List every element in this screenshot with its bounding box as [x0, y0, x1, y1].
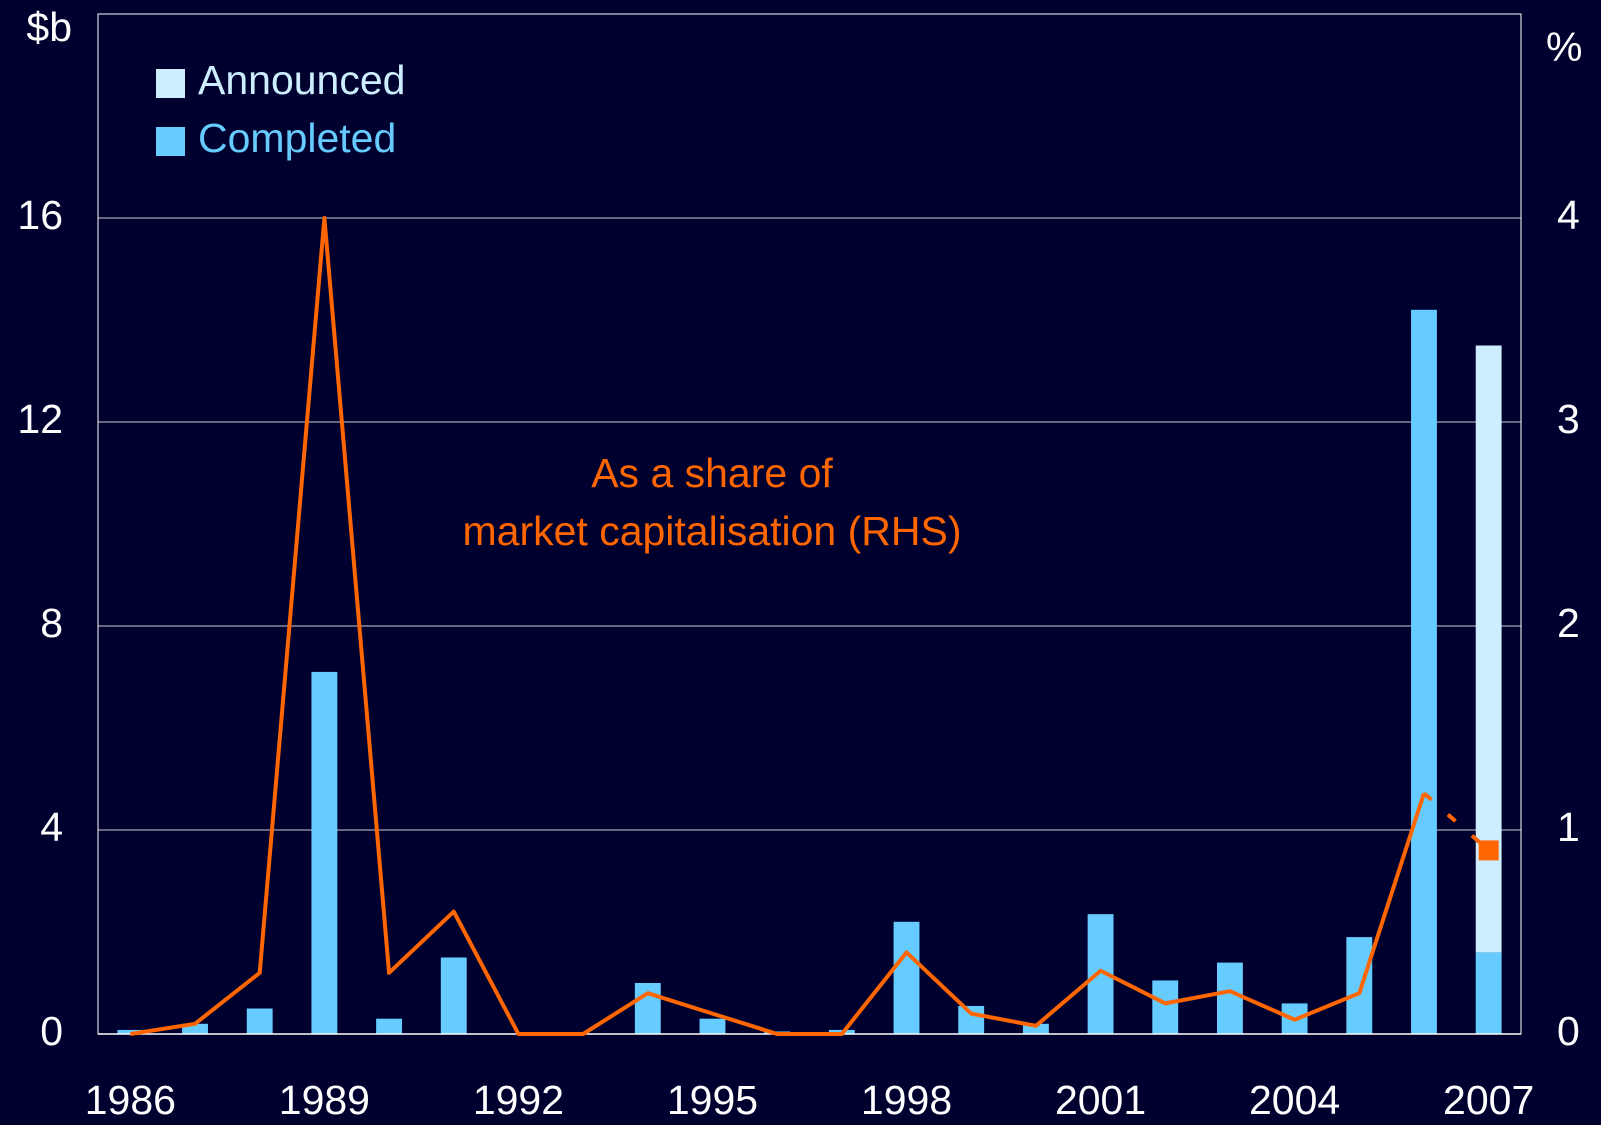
- legend-label: Completed: [198, 115, 396, 161]
- bar: [699, 1018, 726, 1034]
- legend-label: Announced: [198, 57, 405, 103]
- x-tick-label: 2001: [1055, 1077, 1146, 1123]
- x-tick-label: 2004: [1249, 1077, 1340, 1123]
- bar: [440, 957, 467, 1034]
- bar: [893, 921, 920, 1034]
- y-tick-label: 0: [40, 1008, 63, 1054]
- bar: [634, 983, 661, 1034]
- x-tick-label: 1992: [473, 1077, 564, 1123]
- y2-axis-label: %: [1546, 24, 1582, 70]
- line: [1422, 791, 1490, 852]
- y2-tick-label: 3: [1557, 396, 1580, 442]
- bar: [958, 1005, 985, 1034]
- bar: [1022, 1023, 1049, 1034]
- bar: [182, 1023, 208, 1034]
- y2-tick-label: 4: [1557, 192, 1580, 238]
- bar: [1475, 345, 1502, 953]
- bar: [1346, 937, 1373, 1034]
- annotation: As a share of market capitalisation (RHS): [463, 450, 962, 554]
- y2-tick-label: 2: [1557, 600, 1580, 646]
- bar: [246, 1008, 273, 1034]
- legend-swatch: [156, 127, 185, 156]
- x-tick-label: 1989: [279, 1077, 370, 1123]
- x-tick-label: 1998: [861, 1077, 952, 1123]
- line: [130, 216, 1426, 1036]
- x-tick-label: 1986: [85, 1077, 176, 1123]
- line-marker: [1478, 840, 1499, 861]
- y2-tick-label: 0: [1557, 1008, 1580, 1054]
- y-axis-label: $b: [26, 4, 72, 50]
- y2-tick-label: 1: [1557, 804, 1580, 850]
- bar: [1152, 980, 1179, 1034]
- y-tick-label: 12: [17, 396, 63, 442]
- y-tick-label: 4: [40, 804, 63, 850]
- bar: [376, 1018, 403, 1034]
- legend-swatch: [156, 69, 185, 98]
- bar: [1216, 962, 1243, 1034]
- bar: [1411, 309, 1437, 1034]
- x-tick-label: 1995: [667, 1077, 758, 1123]
- bar: [311, 671, 338, 1034]
- x-tick-label: 2007: [1443, 1077, 1534, 1123]
- bar: [117, 1029, 144, 1034]
- bar: [1475, 952, 1502, 1034]
- y-tick-label: 16: [17, 192, 63, 238]
- y-tick-label: 8: [40, 600, 63, 646]
